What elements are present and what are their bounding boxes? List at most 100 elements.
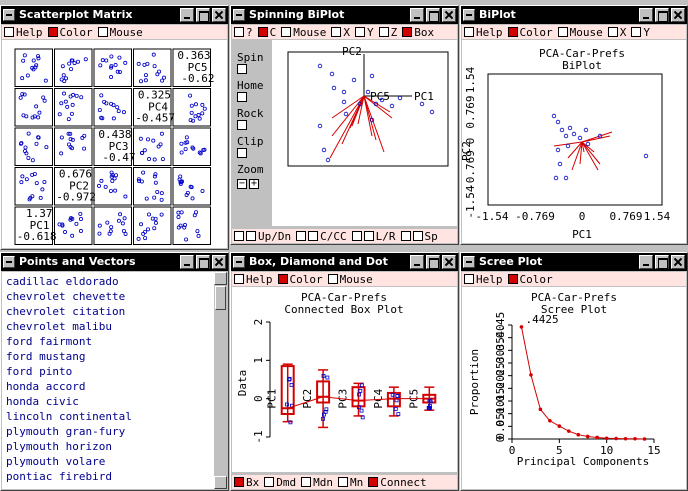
checkbox[interactable] [264,477,275,487]
checkbox[interactable] [246,231,256,241]
minimize-icon[interactable] [639,8,653,22]
checkbox[interactable] [277,274,288,284]
list-item[interactable]: lincoln continental [6,410,132,423]
checkbox[interactable] [557,27,568,37]
menu-item-mdn[interactable]: Mdn [301,476,333,489]
window-menu-icon[interactable] [463,9,475,21]
checkbox[interactable] [338,477,348,487]
menu-item-dmd[interactable]: Dmd [264,476,296,489]
scatterplot-matrix-canvas[interactable]: 0.363 PC5 -0.62 0.325 PC4 -0.457 0.438 PC3 -0.47… [2,40,227,248]
home-control[interactable]: Home [237,80,264,102]
maximize-icon[interactable] [426,8,440,22]
checkbox[interactable] [234,231,244,241]
checkbox[interactable] [507,274,518,284]
clip-control[interactable]: Clip [237,136,264,158]
minimize-icon[interactable] [410,8,424,22]
title-bar[interactable]: Scree Plot [461,253,687,271]
maximize-icon[interactable] [196,255,210,269]
scree-plot-canvas[interactable]: PCA-Car-Prefs Scree Plot 0 5 10 15 0 0.05 0.10 0.… [462,287,686,489]
rock-control[interactable]: Rock [237,108,264,130]
title-bar[interactable]: BiPlot [461,6,687,24]
checkbox[interactable] [47,27,58,37]
checkbox[interactable] [234,477,244,487]
list-item[interactable]: plymouth volare [6,455,106,468]
menu-item-color[interactable]: Color [47,26,93,39]
spin-control[interactable]: Spin [237,52,264,74]
checkbox[interactable] [308,231,319,241]
window-menu-icon[interactable] [3,9,15,21]
menu-item-help[interactable]: Help [464,26,503,39]
checkbox[interactable] [331,27,342,37]
checkbox[interactable] [368,477,379,487]
maximize-icon[interactable] [655,255,669,269]
title-bar[interactable]: Points and Vectors [1,253,228,271]
checkbox[interactable] [631,27,642,37]
spin-checkbox[interactable] [237,64,247,74]
scroll-down-button[interactable] [214,476,227,489]
close-icon[interactable] [212,8,226,22]
list-item[interactable]: honda civic [6,395,79,408]
list-item[interactable]: honda accord [6,380,86,393]
menu-item-mouse[interactable]: Mouse [97,26,143,39]
checkbox[interactable] [464,274,474,284]
menu-item-color[interactable]: Color [507,26,553,39]
checkbox[interactable] [4,27,14,37]
zoom-out-button[interactable]: − [237,178,247,189]
box-plot-canvas[interactable]: PCA-Car-Prefs Connected Box Plot -1 0 1 2 Data… [232,287,457,472]
menu-item-q[interactable]: ? [234,26,253,39]
checkbox[interactable] [327,274,338,284]
checkbox[interactable] [97,27,108,37]
checkbox[interactable] [464,27,474,37]
list-item[interactable]: chevrolet malibu [6,320,112,333]
checkbox[interactable] [378,27,389,37]
window-menu-icon[interactable] [463,256,475,268]
checkbox[interactable] [363,231,374,241]
menu-item-c[interactable]: C [257,26,276,39]
minimize-icon[interactable] [180,8,194,22]
checkbox[interactable] [296,231,307,241]
spinning-biplot-canvas[interactable]: PC2 PC5 PC1 [272,40,457,226]
menu-item-box[interactable]: Box [402,26,434,39]
list-item[interactable]: ford mustang [6,350,86,363]
window-menu-icon[interactable] [233,256,245,268]
rotate-1-control[interactable]: C/CC [296,230,347,243]
menu-item-connect[interactable]: Connect [368,476,427,489]
vertical-scrollbar[interactable] [214,272,227,489]
close-icon[interactable] [442,255,456,269]
zoom-in-button[interactable] [412,231,423,241]
window-menu-icon[interactable] [3,256,15,268]
rotate-0-control[interactable]: Up/Dn [234,230,291,243]
list-item[interactable]: pontiac firebird [6,470,112,483]
close-icon[interactable] [671,255,685,269]
menu-item-y[interactable]: Y [631,26,650,39]
checkbox[interactable] [507,27,518,37]
close-icon[interactable] [671,8,685,22]
menu-item-help[interactable]: Help [234,273,273,286]
menu-item-x[interactable]: X [331,26,350,39]
rotate-3-control[interactable]: Sp [400,230,438,243]
menu-item-color[interactable]: Color [277,273,323,286]
menu-item-mn[interactable]: Mn [338,476,363,489]
checkbox[interactable] [355,27,365,37]
close-icon[interactable] [212,255,226,269]
checkbox[interactable] [281,27,292,37]
checkbox[interactable] [607,27,618,37]
scroll-thumb[interactable] [215,286,226,310]
checkbox[interactable] [351,231,362,241]
title-bar[interactable]: Scatterplot Matrix [1,6,228,24]
maximize-icon[interactable] [426,255,440,269]
window-menu-icon[interactable] [233,9,245,21]
maximize-icon[interactable] [655,8,669,22]
list-item[interactable]: ford fairmont [6,335,93,348]
minimize-icon[interactable] [639,255,653,269]
menu-item-mouse[interactable]: Mouse [557,26,603,39]
rotate-2-control[interactable]: L/R [351,230,396,243]
rock-checkbox[interactable] [237,120,247,130]
list-item[interactable]: cadillac eldorado [6,275,119,288]
maximize-icon[interactable] [196,8,210,22]
menu-item-x[interactable]: X [607,26,626,39]
list-item[interactable]: plymouth horizon [6,440,112,453]
list-item[interactable]: ford pinto [6,365,73,378]
menu-item-z[interactable]: Z [378,26,397,39]
menu-item-help[interactable]: Help [4,26,43,39]
